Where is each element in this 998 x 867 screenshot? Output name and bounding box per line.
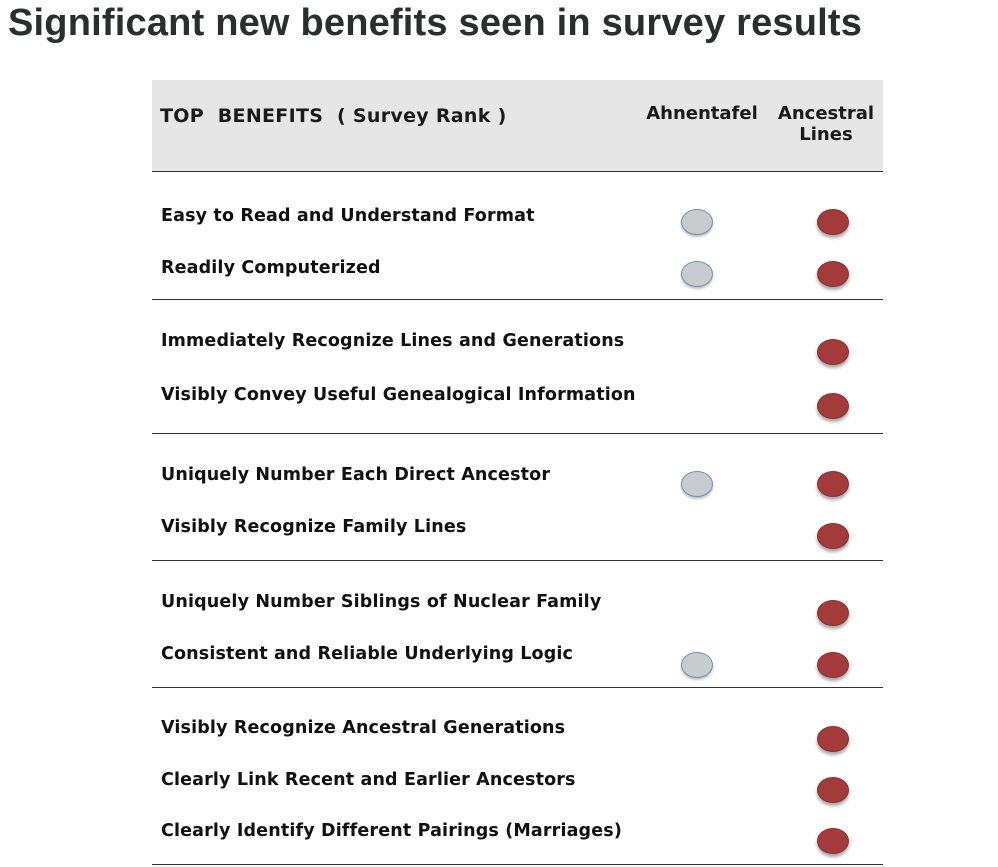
- ahnentafel-indicator-dot: [681, 652, 713, 678]
- ancestral-lines-indicator-dot: [817, 777, 849, 803]
- benefit-label: Easy to Read and Understand Format: [161, 206, 535, 226]
- table-header: TOP BENEFITS ( Survey Rank ) Ahnentafel …: [152, 80, 883, 172]
- benefit-label: Visibly Recognize Ancestral Generations: [161, 718, 566, 738]
- ancestral-lines-indicator-dot: [817, 339, 849, 365]
- ancestral-lines-indicator-dot: [817, 726, 849, 752]
- ancestral-lines-indicator-dot: [817, 523, 849, 549]
- benefit-label: Uniquely Number Each Direct Ancestor: [161, 465, 551, 485]
- benefit-group: Easy to Read and Understand Format Readil…: [152, 172, 883, 300]
- benefits-column-header: TOP BENEFITS ( Survey Rank ): [160, 105, 507, 127]
- benefit-label: Visibly Recognize Family Lines: [161, 517, 467, 537]
- ancestral-lines-indicator-dot: [817, 261, 849, 287]
- benefit-label: Uniquely Number Siblings of Nuclear Fami…: [161, 592, 602, 612]
- benefit-label: Consistent and Reliable Underlying Logic: [161, 644, 574, 664]
- ahnentafel-indicator-dot: [681, 209, 713, 235]
- ahnentafel-indicator-dot: [681, 471, 713, 497]
- benefit-group: Visibly Recognize Ancestral Generations C…: [152, 688, 883, 865]
- ahnentafel-indicator-dot: [681, 261, 713, 287]
- benefit-group: Uniquely Number Each Direct Ancestor Visi…: [152, 434, 883, 561]
- ancestral-header-line2: Lines: [799, 124, 853, 145]
- benefit-group: Immediately Recognize Lines and Generati…: [152, 300, 883, 434]
- benefit-label: Clearly Identify Different Pairings (Mar…: [161, 821, 622, 841]
- ancestral-lines-indicator-dot: [817, 209, 849, 235]
- page-title: Significant new benefits seen in survey …: [8, 2, 863, 44]
- ancestral-lines-indicator-dot: [817, 471, 849, 497]
- ancestral-lines-column-header: Ancestral Lines: [764, 103, 888, 145]
- table-body: Easy to Read and Understand Format Readil…: [152, 172, 883, 865]
- ancestral-header-line1: Ancestral: [777, 103, 875, 124]
- benefit-group: Uniquely Number Siblings of Nuclear Fami…: [152, 561, 883, 688]
- benefit-label: Visibly Convey Useful Genealogical Infor…: [161, 385, 636, 405]
- benefit-label: Clearly Link Recent and Earlier Ancestor…: [161, 770, 576, 790]
- benefit-label: Immediately Recognize Lines and Generati…: [161, 331, 625, 351]
- ancestral-lines-indicator-dot: [817, 828, 849, 854]
- ahnentafel-header-label: Ahnentafel: [646, 103, 758, 124]
- ahnentafel-column-header: Ahnentafel: [640, 103, 764, 124]
- ancestral-lines-indicator-dot: [817, 393, 849, 419]
- ancestral-lines-indicator-dot: [817, 652, 849, 678]
- benefits-table: TOP BENEFITS ( Survey Rank ) Ahnentafel …: [152, 80, 883, 865]
- ancestral-lines-indicator-dot: [817, 600, 849, 626]
- benefit-label: Readily Computerized: [161, 258, 381, 278]
